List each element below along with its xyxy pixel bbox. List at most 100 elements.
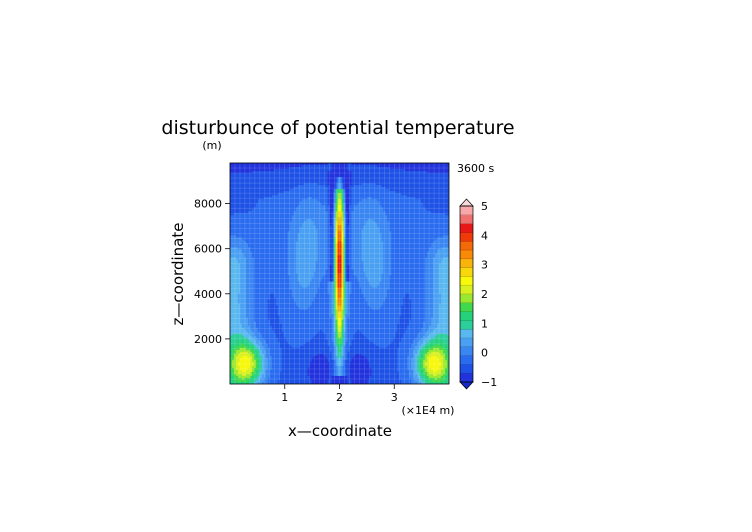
heatmap-cell (293, 187, 297, 190)
heatmap-cell (441, 175, 444, 178)
heatmap-cell (437, 185, 440, 188)
heatmap-cell (407, 217, 410, 220)
heatmap-cell (307, 179, 311, 182)
heatmap-cell (375, 217, 378, 220)
heatmap-cell (315, 207, 318, 210)
heatmap-cell (267, 167, 271, 170)
heatmap-cell (231, 199, 235, 202)
heatmap-cell (395, 191, 398, 194)
heatmap-cell (405, 195, 408, 198)
heatmap-cell (339, 205, 342, 208)
heatmap-cell (297, 185, 301, 188)
heatmap-cell (387, 181, 390, 184)
heatmap-cell (323, 195, 326, 198)
heatmap-cell (443, 179, 446, 182)
heatmap-cell (295, 229, 299, 232)
heatmap-cell (359, 225, 362, 228)
heatmap-cell (297, 193, 301, 196)
heatmap-cell (247, 189, 251, 192)
heatmap-cell (323, 215, 326, 218)
heatmap-cell (239, 185, 243, 188)
heatmap-cell (333, 213, 336, 216)
heatmap-cell (283, 211, 287, 214)
heatmap-cell (331, 245, 334, 248)
heatmap-cell (297, 205, 301, 208)
heatmap-cell (233, 211, 237, 214)
heatmap-cell (409, 247, 412, 250)
heatmap-cell (439, 217, 442, 220)
heatmap-cell (255, 193, 259, 196)
heatmap-cell (361, 233, 364, 236)
heatmap-cell (345, 201, 348, 204)
heatmap-cell (239, 183, 243, 186)
heatmap-cell (411, 187, 414, 190)
heatmap-cell (373, 181, 376, 184)
heatmap-cell (329, 199, 332, 202)
heatmap-cell (263, 201, 267, 204)
heatmap-cell (275, 203, 279, 206)
y-unit-label: (m) (202, 139, 221, 152)
heatmap-cell (293, 251, 297, 254)
heatmap-cell (305, 239, 309, 242)
heatmap-cell (309, 235, 313, 238)
heatmap-cell (277, 185, 281, 188)
heatmap-cell (307, 201, 311, 204)
heatmap-cell (407, 229, 410, 232)
heatmap-cell (425, 195, 428, 198)
heatmap-cell (377, 165, 380, 168)
heatmap-cell (259, 227, 263, 230)
heatmap-cell (407, 219, 410, 222)
heatmap-cell (367, 175, 370, 178)
heatmap-cell (433, 173, 436, 176)
heatmap-cell (389, 189, 392, 192)
heatmap-cell (230, 167, 233, 170)
heatmap-cell (329, 163, 332, 166)
heatmap-cell (297, 253, 301, 256)
heatmap-cell (291, 203, 295, 206)
heatmap-cell (427, 203, 430, 206)
heatmap-cell (419, 169, 422, 172)
heatmap-cell (317, 247, 320, 250)
heatmap-cell (405, 181, 408, 184)
heatmap-cell (437, 243, 440, 246)
heatmap-cell (265, 231, 269, 234)
heatmap-cell (333, 189, 336, 192)
heatmap-cell (293, 181, 297, 184)
heatmap-cell (375, 167, 378, 170)
heatmap-cell (377, 213, 380, 216)
heatmap-cell (291, 197, 295, 200)
heatmap-cell (405, 201, 408, 204)
heatmap-cell (383, 203, 386, 206)
heatmap-cell (437, 177, 440, 180)
heatmap-cell (375, 197, 378, 200)
heatmap-cell (373, 171, 376, 174)
heatmap-cell (311, 253, 315, 256)
heatmap-cell (259, 245, 263, 248)
heatmap-cell (393, 213, 396, 216)
heatmap-cell (379, 191, 382, 194)
heatmap-cell (367, 209, 370, 212)
heatmap-cell (313, 233, 317, 236)
heatmap-cell (279, 185, 283, 188)
heatmap-cell (247, 193, 251, 196)
heatmap-cell (339, 227, 342, 230)
heatmap-cell (363, 193, 366, 196)
heatmap-cell (379, 235, 382, 238)
heatmap-cell (389, 219, 392, 222)
heatmap-cell (311, 235, 315, 238)
heatmap-cell (329, 193, 332, 196)
heatmap-cell (383, 243, 386, 246)
heatmap-cell (243, 227, 247, 230)
heatmap-cell (299, 191, 303, 194)
heatmap-cell (443, 225, 446, 228)
heatmap-cell (349, 241, 352, 244)
heatmap-cell (323, 181, 326, 184)
heatmap-cell (235, 231, 239, 234)
heatmap-cell (235, 223, 239, 226)
heatmap-cell (271, 195, 275, 198)
heatmap-cell (273, 217, 277, 220)
heatmap-cell (339, 165, 342, 168)
heatmap-cell (443, 207, 446, 210)
heatmap-cell (323, 241, 326, 244)
heatmap-cell (421, 193, 424, 196)
